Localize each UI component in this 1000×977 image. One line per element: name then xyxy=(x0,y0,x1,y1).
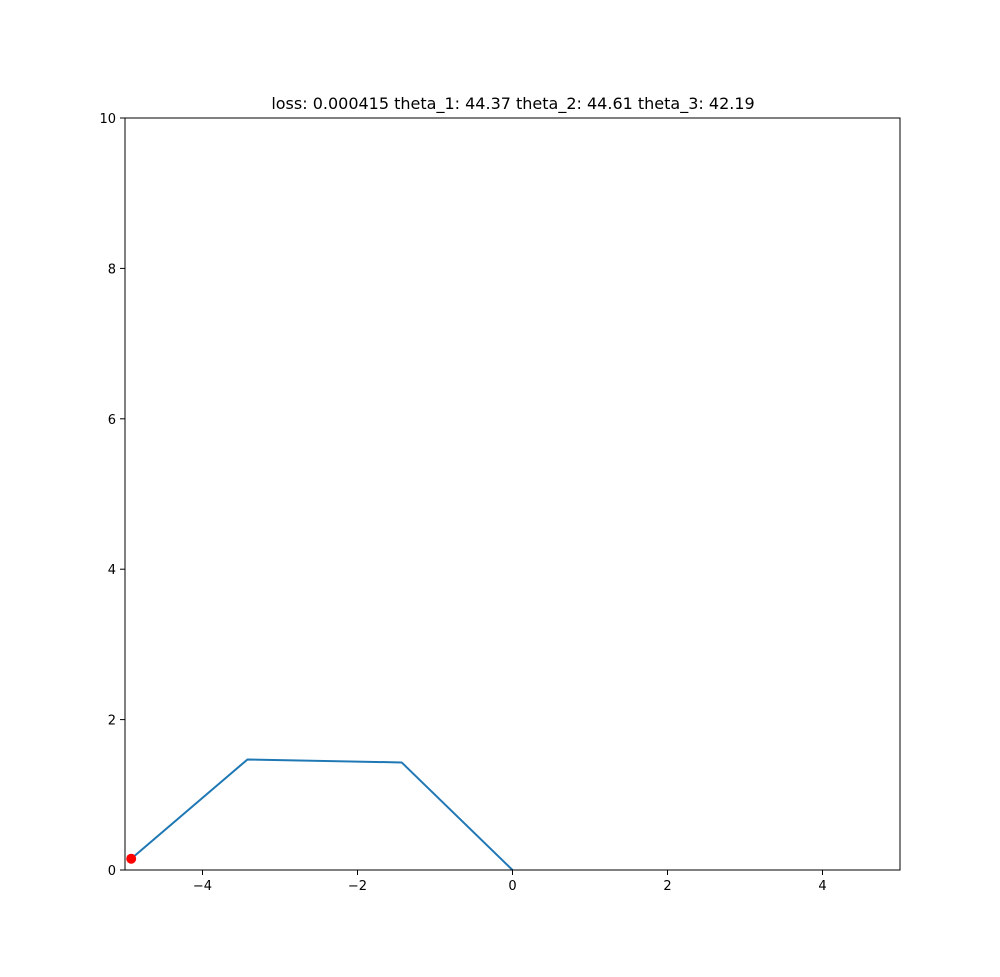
y-tick-label: 10 xyxy=(99,112,116,127)
y-tick-label: 8 xyxy=(108,262,116,277)
y-tick-label: 0 xyxy=(108,864,116,879)
x-tick-label: −2 xyxy=(348,879,367,894)
y-tick-label: 4 xyxy=(108,563,116,578)
x-tick-label: 0 xyxy=(508,879,516,894)
y-tick-label: 2 xyxy=(108,714,116,729)
chart-title: loss: 0.000415 theta_1: 44.37 theta_2: 4… xyxy=(271,94,754,114)
x-tick-label: −4 xyxy=(193,879,212,894)
chart-marks xyxy=(126,758,514,871)
x-tick-label: 4 xyxy=(818,879,826,894)
x-tick-label: 2 xyxy=(663,879,671,894)
series-line xyxy=(130,758,514,871)
target-point xyxy=(126,853,137,864)
axes-frame xyxy=(124,117,901,871)
axis-ticks: −4 −2 0 2 4 0 2 4 6 8 10 xyxy=(99,112,826,894)
y-tick-label: 6 xyxy=(108,413,116,428)
